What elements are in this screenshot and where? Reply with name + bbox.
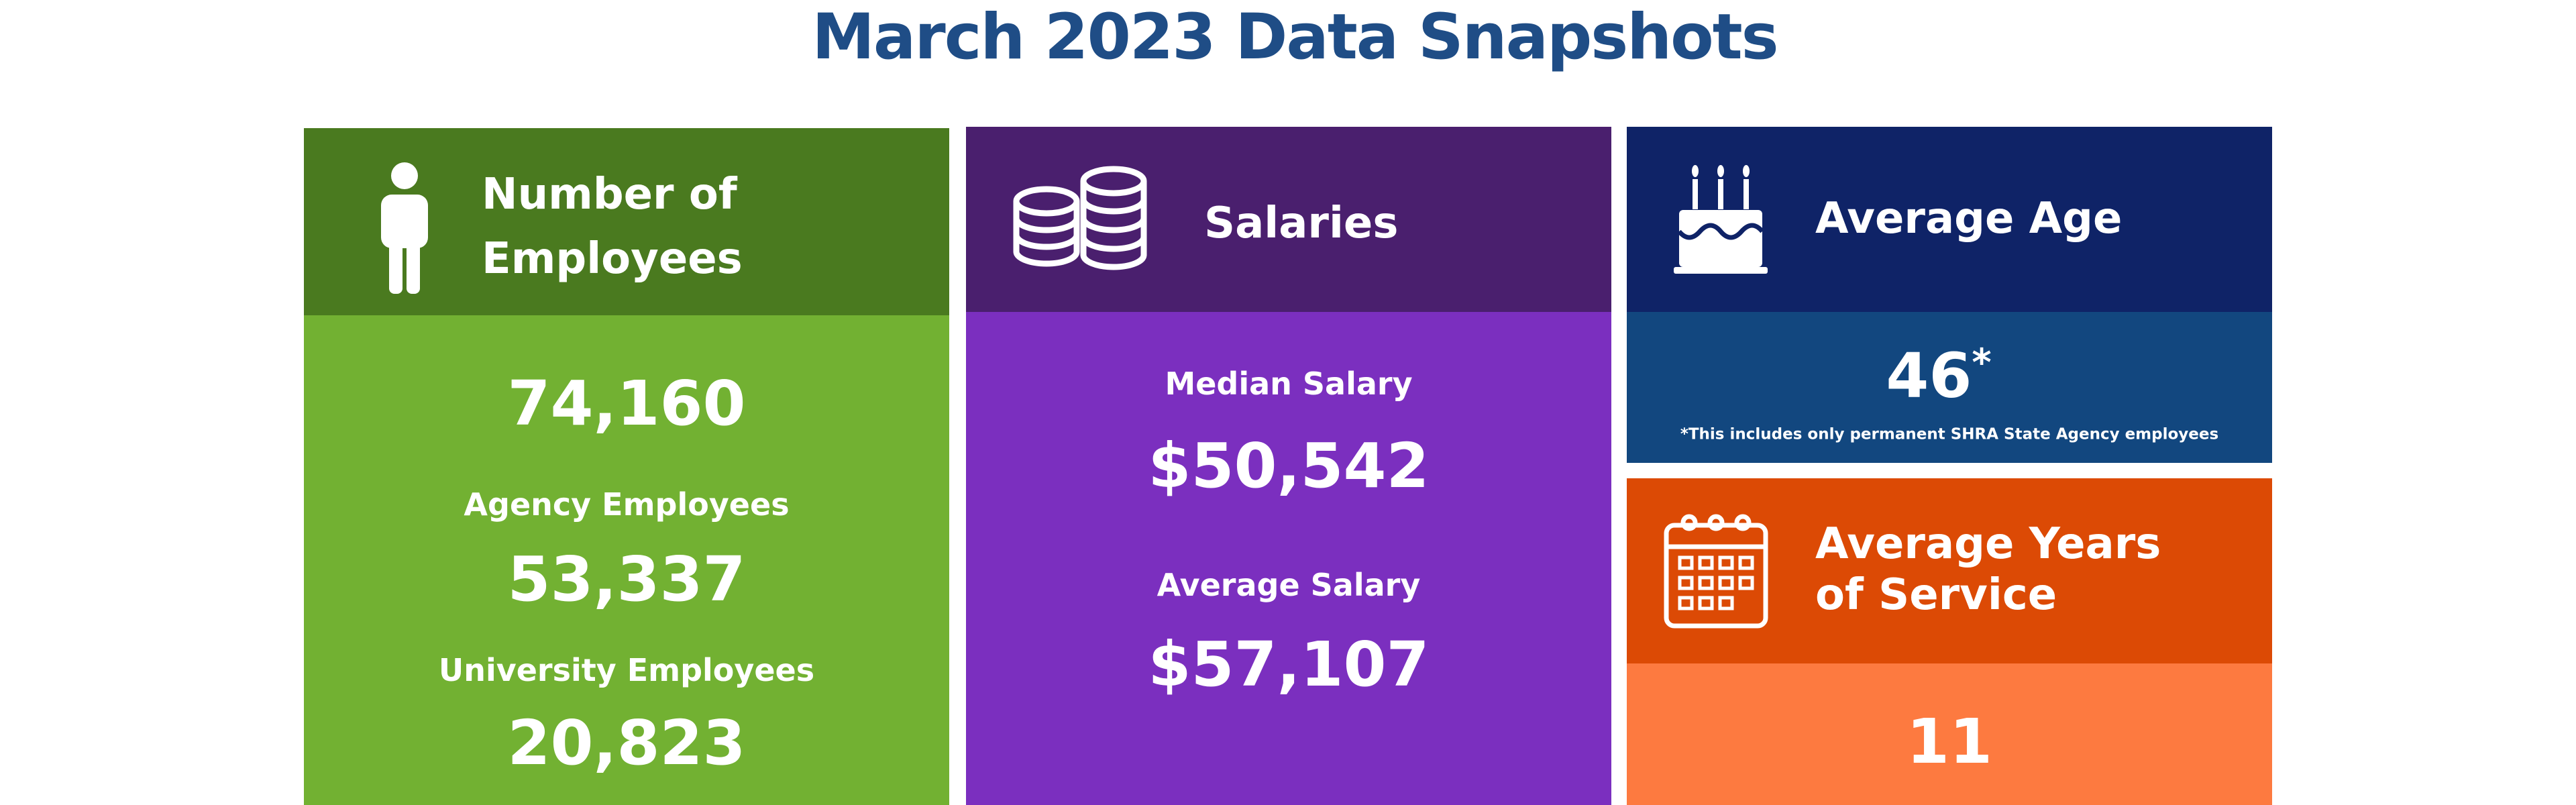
service-heading: Average Years [1815,519,2161,569]
service-header [1627,478,2272,663]
age-marker: * [1972,341,1992,385]
cake-icon [1674,165,1768,274]
service-heading: of Service [1815,570,2057,620]
age-body [1627,312,2272,463]
average-value: $57,107 [1148,629,1430,700]
page-title: March 2023 Data Snapshots [812,1,1778,74]
age-heading: Average Age [1815,194,2123,244]
employees-body [304,315,949,805]
coins-icon [1013,166,1147,270]
agency-value: 53,337 [507,543,746,615]
average-label: Average Salary [1157,567,1421,603]
median-value: $50,542 [1148,430,1430,502]
university-label: University Employees [438,652,815,688]
service-value: 11 [1906,706,1993,777]
salaries-heading: Salaries [1204,199,1399,248]
employees-heading: Number of [482,170,737,219]
employees-heading: Employees [482,234,743,284]
salaries-body [966,312,1611,805]
agency-label: Agency Employees [464,486,790,523]
age-value: 46* [1886,344,1991,407]
person-icon [381,162,428,294]
service-body [1627,663,2272,805]
median-label: Median Salary [1165,366,1413,402]
age-number: 46 [1886,339,1972,412]
age-footnote: *This includes only permanent SHRA State… [1680,425,2219,443]
university-value: 20,823 [507,707,746,779]
calendar-icon [1664,514,1768,629]
total-employees: 74,160 [507,368,746,439]
